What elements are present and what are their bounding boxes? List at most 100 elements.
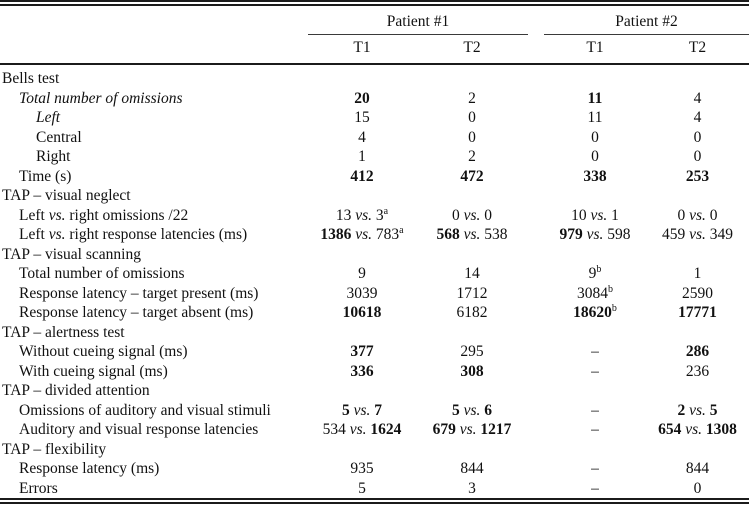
section-row: TAP – divided attention bbox=[0, 381, 749, 401]
cell-value: 0 bbox=[591, 128, 599, 146]
cell-value: 0 bbox=[693, 148, 702, 165]
cell-value: 253 bbox=[685, 167, 710, 185]
cell-value bbox=[308, 440, 416, 460]
column-gap bbox=[528, 186, 544, 206]
cell-value: 6182 bbox=[456, 304, 488, 321]
cell-value: 844 bbox=[460, 460, 484, 477]
cell-value: 236 bbox=[685, 362, 710, 380]
data-row: With cueing signal (ms) 336 308 – 236 bbox=[0, 362, 749, 382]
cell-value bbox=[544, 245, 646, 265]
cell-value: 4 bbox=[693, 109, 702, 126]
cell-value bbox=[544, 323, 646, 343]
column-gap bbox=[528, 108, 544, 128]
cell-value: 654 vs. 1308 bbox=[658, 421, 737, 438]
cell-value: 0 bbox=[693, 128, 702, 146]
data-row: Response latency (ms) 935 844 – 844 bbox=[0, 459, 749, 479]
cell-value: – bbox=[591, 479, 599, 497]
data-row: Errors 5 3 – 0 bbox=[0, 479, 749, 499]
row-label: Right bbox=[36, 148, 71, 165]
column-gap bbox=[528, 284, 544, 304]
row-label: Omissions of auditory and visual stimuli bbox=[19, 401, 271, 419]
cell-value: 336 bbox=[350, 362, 374, 380]
column-gap bbox=[528, 362, 544, 382]
cell-value: 9b bbox=[588, 263, 602, 282]
cell-value: 2 bbox=[468, 89, 476, 107]
cell-value: – bbox=[591, 421, 599, 438]
label-column-header bbox=[0, 6, 308, 35]
data-row: Time (s) 412 472 338 253 bbox=[0, 167, 749, 187]
bottom-rule bbox=[0, 498, 749, 504]
cell-value bbox=[646, 186, 749, 206]
cell-value: 13 vs. 3a bbox=[335, 205, 389, 224]
row-label: Total number of omissions bbox=[19, 89, 183, 107]
row-label: Response latency – target absent (ms) bbox=[19, 304, 254, 321]
row-label: Response latency – target present (ms) bbox=[19, 284, 259, 302]
cell-value: 17771 bbox=[678, 304, 717, 321]
column-gap bbox=[528, 342, 544, 362]
cell-value: 0 vs. 0 bbox=[451, 206, 493, 224]
cell-value: 308 bbox=[460, 362, 484, 380]
cell-value bbox=[416, 186, 528, 206]
cell-value: 0 bbox=[591, 148, 599, 165]
data-row: Left 15 0 11 4 bbox=[0, 108, 749, 128]
column-gap bbox=[528, 440, 544, 460]
data-row: Total number of omissions 9 14 9b 1 bbox=[0, 264, 749, 284]
section-row: TAP – flexibility bbox=[0, 440, 749, 460]
row-label: Auditory and visual response latencies bbox=[19, 421, 259, 438]
column-gap bbox=[528, 303, 544, 323]
data-row: Without cueing signal (ms) 377 295 – 286 bbox=[0, 342, 749, 362]
table-header: Patient #1 Patient #2 T1 T2 T1 T2 bbox=[0, 6, 749, 65]
cell-value: – bbox=[591, 401, 599, 419]
cell-value: 15 bbox=[354, 109, 370, 126]
row-label: Bells test bbox=[2, 70, 60, 87]
row-label: TAP – divided attention bbox=[2, 382, 150, 399]
cell-value bbox=[544, 381, 646, 401]
patient-group-row: Patient #1 Patient #2 bbox=[0, 6, 749, 35]
data-row: Omissions of auditory and visual stimuli… bbox=[0, 401, 749, 421]
cell-value bbox=[544, 64, 646, 89]
cell-value: 568 vs. 538 bbox=[436, 226, 508, 243]
cell-value bbox=[416, 64, 528, 89]
cell-value: 534 vs. 1624 bbox=[322, 421, 402, 438]
cell-value: 11 bbox=[587, 109, 603, 126]
row-label: Left bbox=[36, 109, 61, 126]
data-row: Total number of omissions 20 2 11 4 bbox=[0, 89, 749, 109]
column-gap bbox=[528, 459, 544, 479]
row-label: Left vs. right omissions /22 bbox=[19, 206, 189, 224]
column-gap bbox=[528, 167, 544, 187]
cell-value bbox=[646, 381, 749, 401]
cell-value: 10 vs. 1 bbox=[571, 206, 619, 224]
cell-value: – bbox=[591, 460, 599, 477]
data-row: Response latency – target absent (ms) 106… bbox=[0, 303, 749, 323]
cell-value: 472 bbox=[460, 167, 484, 185]
row-label: TAP – alertness test bbox=[2, 323, 125, 341]
cell-value bbox=[416, 245, 528, 265]
cell-value: 979 vs. 598 bbox=[559, 226, 631, 243]
patient2-t2-header: T2 bbox=[646, 34, 749, 65]
patient2-header: Patient #2 bbox=[544, 6, 749, 35]
column-gap bbox=[528, 401, 544, 421]
column-gap bbox=[528, 34, 544, 65]
data-row: Response latency – target present (ms) 30… bbox=[0, 284, 749, 304]
cell-value: 0 bbox=[468, 109, 476, 126]
cell-value: 377 bbox=[350, 343, 374, 360]
cell-value: 295 bbox=[460, 343, 484, 360]
cell-value: 0 bbox=[693, 479, 702, 497]
cell-value: 2 bbox=[468, 148, 476, 165]
cell-value bbox=[308, 245, 416, 265]
column-gap bbox=[528, 147, 544, 167]
column-gap bbox=[528, 206, 544, 226]
row-label: Time (s) bbox=[19, 167, 72, 185]
cell-value: – bbox=[591, 343, 599, 360]
cell-value bbox=[646, 64, 749, 89]
cell-value: 4 bbox=[693, 89, 702, 107]
row-label: Without cueing signal (ms) bbox=[19, 343, 188, 360]
cell-value bbox=[308, 64, 416, 89]
column-gap bbox=[528, 264, 544, 284]
cell-value: 935 bbox=[350, 460, 374, 477]
cell-value: 844 bbox=[685, 460, 710, 477]
top-rule bbox=[0, 0, 749, 6]
cell-value: 2590 bbox=[682, 284, 713, 302]
section-row: TAP – alertness test bbox=[0, 323, 749, 343]
timepoint-row: T1 T2 T1 T2 bbox=[0, 34, 749, 65]
